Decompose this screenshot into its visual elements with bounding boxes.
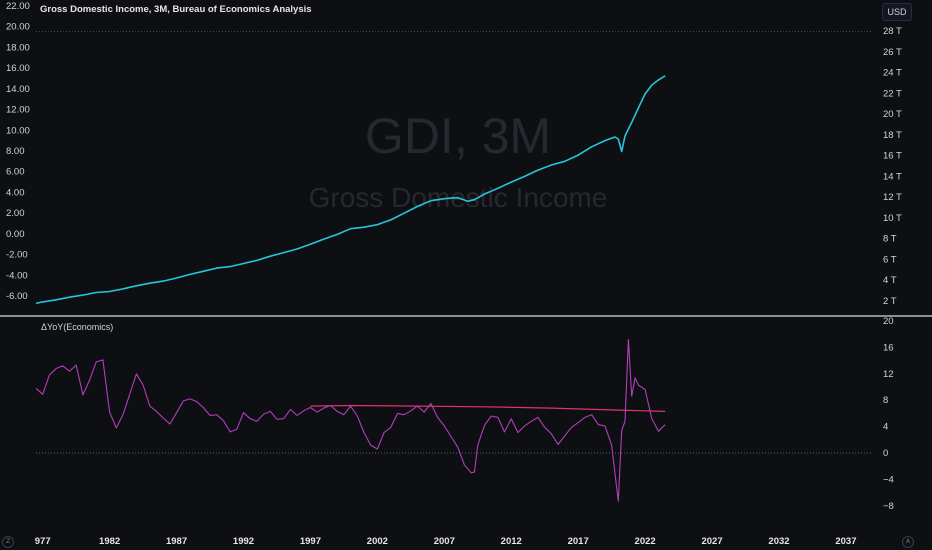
left-axis-tick-label: 8.00 [6,146,25,157]
currency-button[interactable]: USD [882,3,912,21]
left-axis-tick-label: 20.00 [6,22,30,33]
right-axis-tick-label: 18 T [883,130,902,141]
indicator-title: ΔYoY(Economics) [41,322,114,332]
indicator-axis-tick-label: −8 [883,501,894,512]
x-axis-tick-label: 2007 [434,536,455,547]
indicator-axis-tick-label: −4 [883,474,894,485]
right-axis-tick-label: 8 T [883,234,897,245]
watermark-ticker: GDI, 3M [365,108,551,164]
left-axis-tick-label: 2.00 [6,208,25,219]
x-axis-tick-label: 2017 [568,536,589,547]
x-axis-tick-label: 1987 [166,536,187,547]
x-axis-tick-label: 2022 [635,536,656,547]
x-axis-tick-label: 2012 [501,536,522,547]
indicator-axis-tick-label: 8 [883,395,888,406]
indicator-axis-tick-label: 0 [883,448,888,459]
indicator-axis-tick-label: 16 [883,342,894,353]
x-axis-tick-label: 1997 [300,536,321,547]
right-axis-tick-label: 6 T [883,254,897,265]
chart-title: Gross Domestic Income, 3M, Bureau of Eco… [40,4,312,15]
yoy-series-line [35,338,666,502]
left-axis-tick-label: 10.00 [6,125,30,136]
right-axis-tick-label: 2 T [883,296,897,307]
left-axis-tick-label: 22.00 [6,1,30,12]
right-axis-tick-label: 28 T [883,26,902,37]
left-axis-tick-label: -2.00 [6,250,28,261]
x-axis-tick-label: 2027 [701,536,722,547]
left-axis-tick-label: 0.00 [6,229,25,240]
right-axis-tick-label: 16 T [883,151,902,162]
left-axis-tick-label: 14.00 [6,84,30,95]
indicator-axis-tick-label: 12 [883,369,894,380]
x-axis-tick-label: 2032 [768,536,789,547]
gdi-series-line [35,75,666,305]
indicator-axis-tick-label: 4 [883,422,888,433]
auto-scale-a-button[interactable]: A [902,536,914,548]
left-axis-tick-label: -4.00 [6,270,28,281]
x-axis-tick-label: 1982 [99,536,120,547]
x-axis-tick-label: 2002 [367,536,388,547]
right-axis-tick-label: 24 T [883,68,902,79]
right-axis-tick-label: 14 T [883,171,902,182]
left-axis-tick-label: 6.00 [6,167,25,178]
right-axis-tick-label: 10 T [883,213,902,224]
right-axis-tick-label: 22 T [883,88,902,99]
left-axis-tick-label: 16.00 [6,63,30,74]
x-axis-tick-label: 977 [35,536,51,547]
x-axis-tick-label: 1992 [233,536,254,547]
x-axis-tick-label: 2037 [835,536,856,547]
left-axis-tick-label: 4.00 [6,187,25,198]
left-axis-tick-label: 18.00 [6,42,30,53]
right-axis-tick-label: 20 T [883,109,902,120]
indicator-axis-tick-label: 20 [883,316,894,327]
left-axis-tick-label: 12.00 [6,105,30,116]
right-axis-tick-label: 12 T [883,192,902,203]
left-axis-tick-label: -6.00 [6,291,28,302]
auto-scale-z-button[interactable]: Z [2,536,14,548]
right-axis-tick-label: 26 T [883,47,902,58]
yoy-average-line [310,404,666,412]
right-axis-tick-label: 4 T [883,275,897,286]
